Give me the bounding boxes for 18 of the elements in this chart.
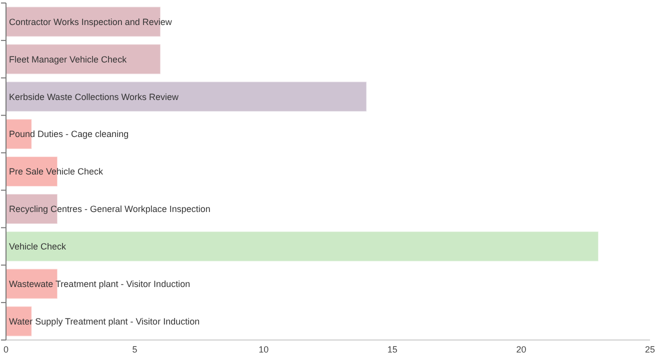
bar <box>6 81 368 112</box>
bar <box>6 44 162 75</box>
y-tick-label: Kerbside Waste Collections Works Review <box>9 92 180 102</box>
x-tick-label: 0 <box>3 344 9 354</box>
x-tick-label: 10 <box>258 344 269 354</box>
x-tick-label: 20 <box>516 344 526 354</box>
bar <box>6 230 599 262</box>
y-tick-label: Contractor Works Inspection and Review <box>9 16 172 27</box>
y-tick-label: Wastewate Treatment plant - Visitor Induction <box>9 278 190 289</box>
y-tick-label: Fleet Manager Vehicle Check <box>9 54 128 64</box>
y-tick-label: Recycling Centres - General Workplace Inspection <box>9 204 210 214</box>
x-tick-label: 5 <box>132 344 138 354</box>
y-tick-label: Pre Sale Vehicle Check <box>9 166 104 177</box>
y-tick-label: Vehicle Check <box>9 242 67 252</box>
x-tick-label: 15 <box>387 344 398 354</box>
y-tick-label: Pound Duties - Cage cleaning <box>9 129 129 140</box>
x-tick-label: 25 <box>644 344 656 354</box>
y-tick-label: Water Supply Treatment plant - Visitor Induction <box>9 316 200 326</box>
